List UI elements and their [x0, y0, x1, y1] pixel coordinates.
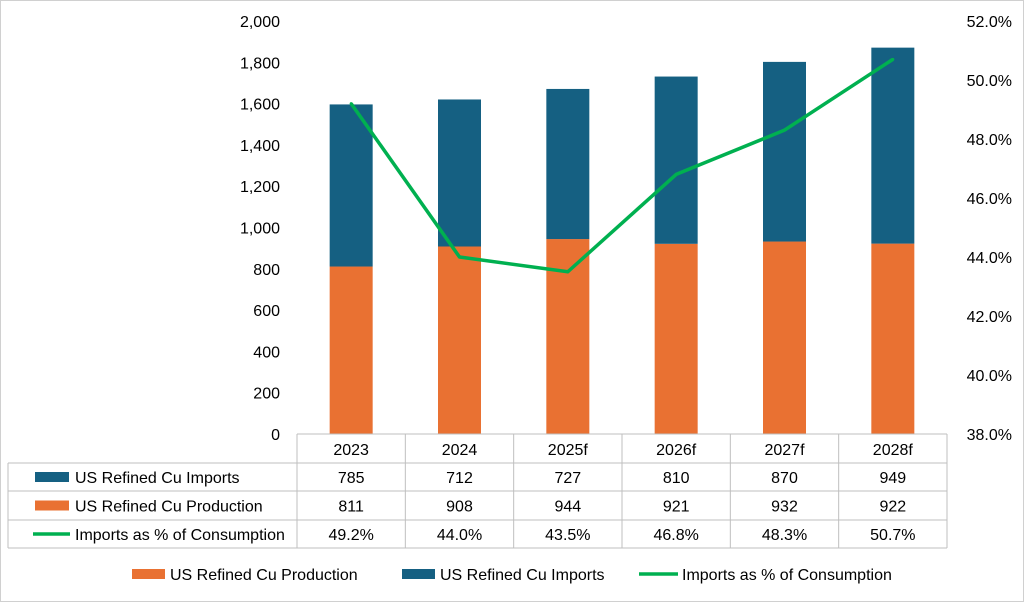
table-row-label: US Refined Cu Production: [75, 499, 263, 516]
table-cell: 785: [338, 470, 365, 487]
legend-key-production: [35, 500, 69, 511]
table-cell: 712: [446, 470, 473, 487]
line-point: [458, 255, 461, 259]
legend-key-imports: [402, 569, 435, 579]
right-axis-tick: 52.0%: [967, 14, 1012, 31]
bar-imports: [654, 76, 698, 244]
left-axis-tick: 1,400: [240, 138, 280, 155]
category-label: 2025f: [548, 442, 589, 459]
bar-production: [654, 243, 698, 434]
category-label: 2026f: [656, 442, 697, 459]
left-axis-tick: 400: [253, 344, 280, 361]
table-cell: 810: [663, 470, 690, 487]
table-cell: 811: [338, 499, 364, 516]
left-axis-tick: 1,000: [240, 221, 280, 238]
category-label: 2024: [442, 442, 478, 459]
category-label: 2027f: [764, 442, 805, 459]
bar-production: [871, 243, 915, 434]
bar-imports: [871, 47, 915, 244]
bar-imports: [329, 104, 373, 267]
category-label: 2023: [333, 442, 369, 459]
bar-imports: [763, 61, 806, 242]
right-axis-tick: 42.0%: [967, 309, 1012, 326]
right-axis-tick: 46.0%: [967, 191, 1012, 208]
table-cell: 870: [771, 470, 798, 487]
line-point: [674, 172, 678, 176]
line-point: [566, 270, 570, 274]
table-cell: 46.8%: [653, 527, 698, 544]
table-cell: 949: [879, 470, 906, 487]
bar-production: [763, 241, 806, 434]
table-row-label: US Refined Cu Imports: [75, 470, 240, 487]
table-cell: 727: [554, 470, 581, 487]
bar-production: [438, 246, 481, 434]
legend-key-production: [132, 569, 165, 579]
table-row-label: Imports as % of Consumption: [75, 527, 285, 544]
bar-imports: [546, 88, 590, 240]
line-imports-pct: [349, 57, 894, 274]
table-cell: 43.5%: [545, 527, 590, 544]
right-axis-tick: 44.0%: [967, 250, 1012, 267]
bar-production: [329, 266, 373, 434]
line-point: [783, 128, 786, 132]
line-point: [349, 102, 353, 106]
legend-label: US Refined Cu Production: [170, 567, 358, 584]
right-axis-tick: 50.0%: [967, 73, 1012, 90]
left-axis-tick: 600: [253, 303, 280, 320]
table-cell: 944: [554, 499, 581, 516]
table-cell: 921: [663, 499, 690, 516]
table-cell: 932: [771, 499, 798, 516]
legend-label: Imports as % of Consumption: [682, 567, 892, 584]
left-axis-tick: 1,200: [240, 179, 280, 196]
left-axis-tick: 1,800: [240, 55, 280, 72]
table-cell: 48.3%: [762, 527, 807, 544]
left-axis-tick: 2,000: [240, 14, 280, 31]
left-axis-tick: 0: [271, 427, 280, 444]
left-axis-tick: 800: [253, 262, 280, 279]
right-axis-tick: 38.0%: [967, 427, 1012, 444]
legend-label: US Refined Cu Imports: [440, 567, 605, 584]
table-cell: 922: [879, 499, 906, 516]
table-cell: 44.0%: [437, 527, 482, 544]
legend-key-imports: [35, 472, 69, 482]
right-axis-tick: 40.0%: [967, 368, 1012, 385]
table-cell: 908: [446, 499, 473, 516]
category-label: 2028f: [873, 442, 914, 459]
right-axis-tick: 48.0%: [967, 132, 1012, 149]
table-cell: 50.7%: [870, 527, 915, 544]
line-point: [891, 57, 895, 61]
bar-imports: [438, 99, 481, 247]
table-cell: 49.2%: [328, 527, 373, 544]
left-axis-tick: 200: [253, 386, 280, 403]
left-axis-tick: 1,600: [240, 97, 280, 114]
